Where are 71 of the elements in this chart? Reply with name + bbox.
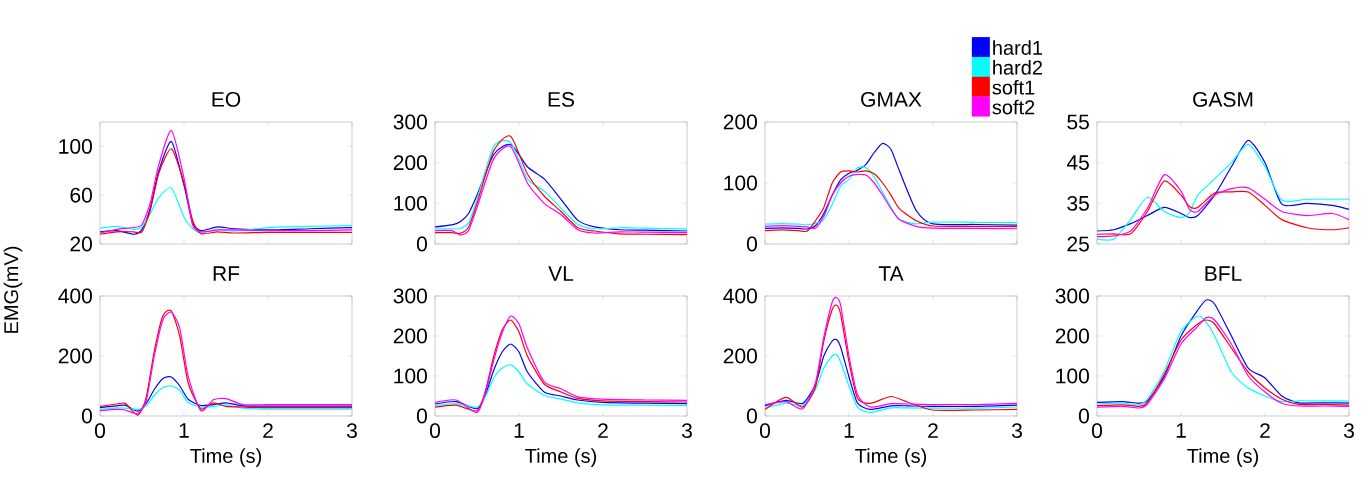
line-series [1097,299,1350,404]
y-tick-label: 0 [746,236,757,252]
y-tick-label: 300 [1055,288,1089,304]
x-axis-title: Time (s) [1187,448,1259,467]
y-tick-label: 55 [1067,114,1089,130]
x-tick-label: 1 [514,423,524,438]
x-tick-label: 0 [429,423,441,439]
chart-title: TA [878,266,904,281]
line-series [100,385,353,410]
y-tick-label: 200 [393,155,427,171]
chart-title: VL [548,266,574,281]
line-series [100,376,353,412]
x-axis-title: Time (s) [525,448,597,467]
x-axis-title: Time (s) [190,448,262,467]
y-tick-label: 200 [723,114,757,130]
x-tick-label: 2 [1260,423,1270,438]
x-tick-label: 1 [844,423,854,438]
x-tick-label: 3 [1343,423,1354,439]
chart-title: GMAX [861,91,922,107]
y-tick-label: 0 [1078,408,1089,424]
y-tick-label: 400 [723,288,757,304]
x-tick-label: 0 [94,423,106,439]
x-tick-label: 0 [759,423,771,439]
x-tick-label: 0 [1091,423,1103,439]
y-tick-label: 100 [394,368,427,384]
y-tick-label: 20 [70,236,92,252]
y-tick-label: 300 [393,288,427,304]
x-tick-label: 3 [346,423,357,439]
x-tick-label: 3 [1011,423,1022,439]
y-tick-label: 100 [724,175,757,191]
y-tick-label: 100 [1056,368,1089,384]
chart-title: ES [548,91,575,107]
chart-title: RF [213,266,240,281]
y-tick-label: 200 [58,348,92,364]
y-tick-label: 0 [746,408,757,424]
x-tick-label: 2 [263,423,273,438]
line-series [435,343,688,410]
line-series [765,166,1018,226]
y-tick-label: 200 [723,348,757,364]
line-series [100,187,353,234]
y-tick-label: 0 [81,408,92,424]
chart-title: BFL [1205,266,1242,281]
y-tick-label: 200 [1055,328,1089,344]
y-tick-label: 60 [70,187,92,203]
x-tick-label: 1 [1176,423,1186,438]
line-series [435,364,688,408]
x-tick-label: 2 [928,423,938,438]
x-tick-label: 3 [681,423,692,439]
chart-title: EO [212,91,241,107]
y-tick-label: 35 [1067,195,1089,211]
y-axis-title: EMG(mV) [3,246,23,333]
y-tick-label: 25 [1067,236,1089,252]
y-tick-label: 45 [1066,155,1089,170]
y-tick-label: 100 [59,138,92,154]
y-tick-label: 0 [416,408,427,424]
x-tick-label: 2 [598,423,608,438]
y-tick-label: 100 [394,195,427,211]
line-series [765,353,1018,413]
line-series [765,142,1018,230]
x-tick-label: 1 [179,423,189,438]
legend-label: hard2 [993,60,1042,75]
y-tick-label: 300 [393,114,427,130]
legend-label: hard1 [993,40,1043,55]
legend-label: soft1 [992,79,1035,95]
y-tick-label: 0 [416,236,427,252]
line-series [765,338,1018,410]
x-axis-title: Time (s) [855,448,927,467]
y-tick-label: 200 [393,328,427,344]
legend-label: soft2 [992,99,1035,115]
y-tick-label: 400 [58,288,92,304]
chart-title: GASM [1193,91,1253,107]
